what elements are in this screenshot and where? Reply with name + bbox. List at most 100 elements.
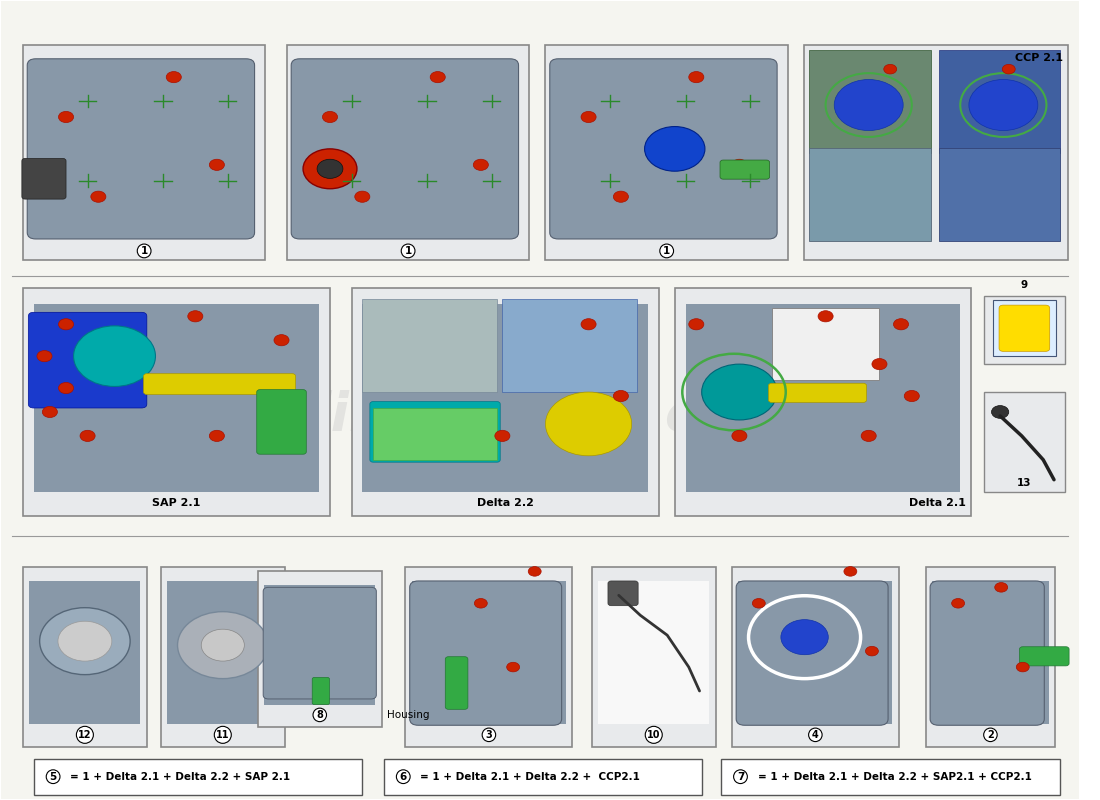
FancyBboxPatch shape	[769, 383, 867, 402]
Circle shape	[74, 326, 155, 386]
FancyBboxPatch shape	[931, 581, 1044, 726]
Circle shape	[702, 364, 777, 420]
FancyBboxPatch shape	[409, 581, 562, 726]
Circle shape	[355, 191, 370, 202]
Circle shape	[1002, 64, 1015, 74]
Text: = 1 + Delta 2.1 + Delta 2.2 + SAP2.1 + CCP2.1: = 1 + Delta 2.1 + Delta 2.2 + SAP2.1 + C…	[758, 772, 1032, 782]
Text: 1: 1	[405, 246, 411, 256]
FancyBboxPatch shape	[22, 158, 66, 199]
Text: Delta 2.1: Delta 2.1	[909, 498, 966, 508]
FancyBboxPatch shape	[23, 46, 265, 261]
Circle shape	[58, 622, 112, 661]
FancyBboxPatch shape	[352, 288, 659, 515]
Circle shape	[58, 318, 74, 330]
FancyBboxPatch shape	[592, 567, 716, 746]
Circle shape	[209, 430, 224, 442]
Circle shape	[40, 608, 130, 674]
Circle shape	[188, 310, 202, 322]
Text: Delta 2.2: Delta 2.2	[476, 498, 534, 508]
FancyBboxPatch shape	[984, 392, 1065, 492]
Circle shape	[904, 390, 920, 402]
FancyBboxPatch shape	[406, 567, 572, 746]
Circle shape	[614, 390, 628, 402]
Circle shape	[507, 662, 519, 672]
FancyBboxPatch shape	[161, 567, 285, 746]
FancyBboxPatch shape	[34, 304, 319, 492]
FancyBboxPatch shape	[384, 758, 702, 794]
Circle shape	[952, 598, 965, 608]
FancyBboxPatch shape	[287, 46, 529, 261]
FancyBboxPatch shape	[999, 305, 1049, 351]
FancyBboxPatch shape	[738, 581, 892, 725]
Circle shape	[689, 71, 704, 82]
FancyBboxPatch shape	[263, 587, 376, 699]
Circle shape	[991, 406, 1009, 418]
Circle shape	[689, 318, 704, 330]
FancyBboxPatch shape	[772, 308, 880, 380]
Circle shape	[37, 350, 52, 362]
Text: = 1 + Delta 2.1 + Delta 2.2 +  CCP2.1: = 1 + Delta 2.1 + Delta 2.2 + CCP2.1	[420, 772, 640, 782]
FancyBboxPatch shape	[810, 50, 931, 153]
FancyBboxPatch shape	[256, 390, 306, 454]
Circle shape	[883, 64, 896, 74]
Text: CCP 2.1: CCP 2.1	[1014, 54, 1063, 63]
FancyBboxPatch shape	[598, 581, 710, 725]
FancyBboxPatch shape	[933, 581, 1048, 725]
FancyBboxPatch shape	[926, 567, 1055, 746]
Text: Housing: Housing	[387, 710, 430, 720]
FancyBboxPatch shape	[34, 758, 362, 794]
Circle shape	[495, 430, 510, 442]
FancyBboxPatch shape	[30, 581, 141, 725]
Circle shape	[546, 392, 631, 456]
Circle shape	[844, 566, 857, 576]
FancyBboxPatch shape	[722, 758, 1060, 794]
FancyBboxPatch shape	[598, 581, 710, 725]
Circle shape	[42, 406, 57, 418]
FancyBboxPatch shape	[28, 58, 254, 239]
Circle shape	[166, 71, 182, 82]
FancyBboxPatch shape	[362, 299, 497, 392]
Circle shape	[91, 191, 106, 202]
Circle shape	[645, 126, 705, 171]
Text: 11: 11	[216, 730, 230, 740]
Circle shape	[581, 318, 596, 330]
Circle shape	[614, 191, 628, 202]
Circle shape	[274, 334, 289, 346]
FancyBboxPatch shape	[992, 300, 1056, 356]
Circle shape	[80, 430, 95, 442]
FancyBboxPatch shape	[29, 312, 146, 408]
Circle shape	[893, 318, 909, 330]
FancyBboxPatch shape	[370, 402, 500, 462]
Text: 9: 9	[1021, 280, 1027, 290]
FancyBboxPatch shape	[23, 567, 146, 746]
Text: 12: 12	[78, 730, 91, 740]
Circle shape	[752, 598, 766, 608]
FancyBboxPatch shape	[411, 581, 565, 725]
FancyBboxPatch shape	[292, 58, 518, 239]
Circle shape	[473, 159, 488, 170]
FancyBboxPatch shape	[685, 304, 960, 492]
Circle shape	[304, 149, 356, 189]
Text: SAP 2.1: SAP 2.1	[152, 498, 200, 508]
FancyBboxPatch shape	[938, 148, 1060, 241]
Circle shape	[201, 630, 244, 661]
FancyBboxPatch shape	[257, 571, 382, 727]
FancyBboxPatch shape	[938, 50, 1060, 153]
FancyBboxPatch shape	[264, 585, 375, 705]
FancyBboxPatch shape	[312, 678, 330, 705]
Text: 5: 5	[50, 772, 57, 782]
Circle shape	[732, 159, 747, 170]
Text: 3: 3	[485, 730, 493, 740]
Circle shape	[209, 159, 224, 170]
Circle shape	[866, 646, 879, 656]
FancyBboxPatch shape	[503, 299, 638, 392]
Text: 7: 7	[737, 772, 745, 782]
FancyBboxPatch shape	[674, 288, 971, 515]
FancyBboxPatch shape	[373, 408, 497, 460]
FancyBboxPatch shape	[23, 288, 330, 515]
FancyBboxPatch shape	[810, 148, 931, 241]
Circle shape	[322, 111, 338, 122]
FancyBboxPatch shape	[608, 581, 638, 606]
Circle shape	[732, 430, 747, 442]
Text: 1: 1	[141, 246, 147, 256]
